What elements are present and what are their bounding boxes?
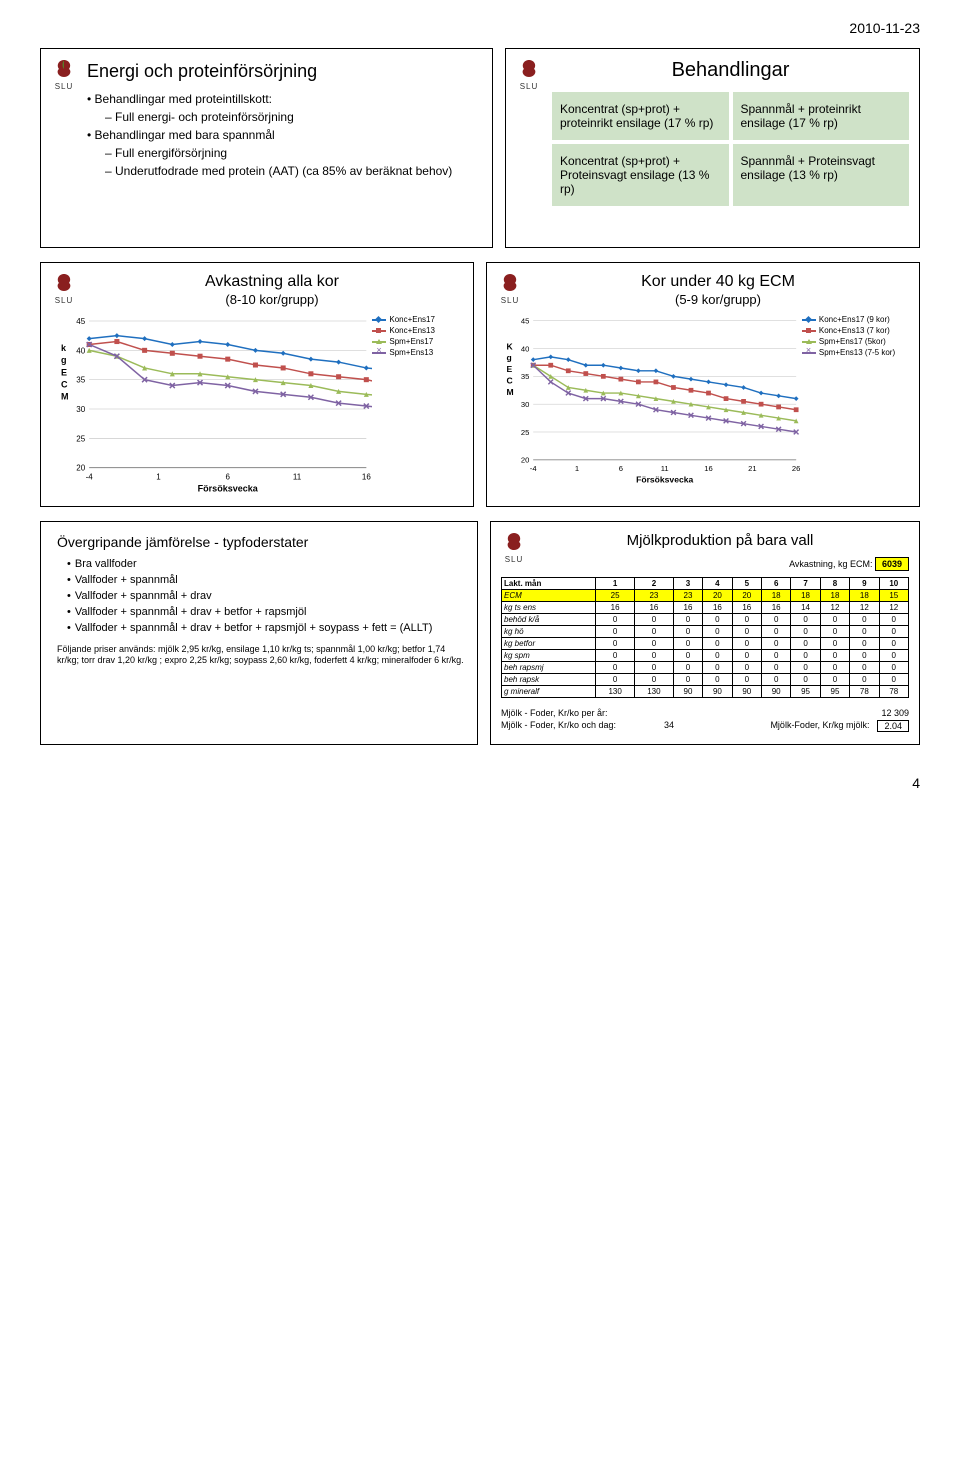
svg-text:40: 40	[76, 346, 85, 355]
bullet: Bra vallfoder	[67, 558, 465, 570]
svg-text:1: 1	[575, 464, 579, 473]
svg-text:1: 1	[156, 473, 161, 482]
chart-under40: 202530354045-41611162126KgECMFörsöksveck…	[497, 315, 802, 486]
foot-l1: Mjölk - Foder, Kr/ko per år:	[501, 708, 851, 718]
svg-text:16: 16	[704, 464, 712, 473]
bullet: Vallfoder + spannmål + drav	[67, 590, 465, 602]
slu-logo: SLU	[499, 530, 529, 554]
svg-text:E: E	[61, 367, 67, 377]
bullet: Behandlingar med bara spannmål	[87, 128, 480, 142]
slu-logo: SLU	[514, 57, 544, 81]
legend-item: ×Spm+Ens13 (7-5 kor)	[802, 348, 895, 357]
slide6-title: Mjölkproduktion på bara vall	[531, 532, 909, 549]
foot-v1: 12 309	[859, 708, 909, 718]
svg-text:g: g	[61, 355, 67, 365]
svg-text:45: 45	[521, 317, 529, 326]
slide-behandlingar: SLU Behandlingar Koncentrat (sp+prot) + …	[505, 48, 920, 248]
svg-text:45: 45	[76, 317, 85, 326]
treatment-cell: Koncentrat (sp+prot) + proteinrikt ensil…	[552, 92, 729, 140]
svg-text:Försöksvecka: Försöksvecka	[198, 484, 259, 494]
slide1-title: Energi och proteinförsörjning	[87, 61, 480, 82]
svg-text:20: 20	[521, 456, 529, 465]
svg-text:16: 16	[362, 473, 371, 482]
legend-item: Konc+Ens13 (7 kor)	[802, 326, 895, 335]
slide-typfoder: Övergripande jämförelse - typfoderstater…	[40, 521, 478, 745]
slu-logo: SLU	[49, 57, 79, 81]
svg-text:30: 30	[76, 405, 85, 414]
treatment-header: Behandlingar	[552, 59, 909, 82]
svg-text:Försöksvecka: Försöksvecka	[636, 475, 693, 485]
svg-text:26: 26	[792, 464, 800, 473]
bullet: Vallfoder + spannmål + drav + betfor + r…	[67, 622, 465, 634]
foot-l2: Mjölk - Foder, Kr/ko och dag:	[501, 720, 616, 732]
svg-text:25: 25	[521, 428, 529, 437]
slu-logo: SLU	[49, 271, 79, 295]
legend-item: Spm+Ens17	[372, 337, 435, 346]
chart1-legend: Konc+Ens17 Konc+Ens13 Spm+Ens17 ×Spm+Ens13	[372, 315, 435, 496]
avk-label: Avkastning, kg ECM:	[789, 559, 872, 569]
slide-bara-vall: SLU Mjölkproduktion på bara vall Avkastn…	[490, 521, 920, 745]
svg-text:-4: -4	[86, 473, 94, 482]
svg-text:40: 40	[521, 344, 529, 353]
svg-text:-4: -4	[530, 464, 538, 473]
svg-text:C: C	[61, 379, 68, 389]
treatment-grid: Behandlingar Koncentrat (sp+prot) + prot…	[552, 59, 909, 206]
svg-text:35: 35	[521, 372, 529, 381]
svg-text:M: M	[507, 387, 514, 397]
foot-v3: 2.04	[877, 720, 909, 732]
bullet: Underutfodrade med protein (AAT) (ca 85%…	[105, 164, 480, 178]
chart2-subtitle: (5-9 kor/grupp)	[675, 292, 761, 307]
bullet: Vallfoder + spannmål + drav + betfor + r…	[67, 606, 465, 618]
slide5-title: Övergripande jämförelse - typfoderstater	[57, 534, 465, 550]
slide-energy: SLU Energi och proteinförsörjning Behand…	[40, 48, 493, 248]
legend-item: ×Spm+Ens13	[372, 348, 435, 357]
svg-text:35: 35	[76, 376, 85, 385]
svg-text:g: g	[507, 353, 512, 363]
foot-l3: Mjölk-Foder, Kr/kg mjölk:	[770, 720, 869, 732]
svg-text:M: M	[61, 391, 69, 401]
foot-v2: 34	[624, 720, 674, 732]
slu-logo: SLU	[495, 271, 525, 295]
svg-text:20: 20	[76, 464, 85, 473]
svg-text:21: 21	[748, 464, 756, 473]
legend-item: Konc+Ens17	[372, 315, 435, 324]
treatment-cell: Spannmål + Proteinsvagt ensilage (13 % r…	[733, 144, 910, 206]
svg-text:30: 30	[521, 400, 529, 409]
legend-item: Konc+Ens13	[372, 326, 435, 335]
svg-text:K: K	[507, 341, 514, 351]
svg-text:k: k	[61, 343, 67, 353]
chart2-legend: Konc+Ens17 (9 kor) Konc+Ens13 (7 kor) Spm+…	[802, 315, 895, 486]
chart2-title: Kor under 40 kg ECM	[641, 273, 795, 290]
page-date: 2010-11-23	[40, 20, 920, 36]
svg-text:6: 6	[619, 464, 623, 473]
avk-value: 6039	[875, 557, 909, 571]
treatment-cell: Spannmål + proteinrikt ensilage (17 % rp…	[733, 92, 910, 140]
page-number: 4	[40, 775, 920, 791]
legend-item: Spm+Ens17 (5kor)	[802, 337, 895, 346]
legend-item: Konc+Ens17 (9 kor)	[802, 315, 895, 324]
slide5-fineprint: Följande priser används: mjölk 2,95 kr/k…	[57, 644, 465, 667]
treatment-cell: Koncentrat (sp+prot) + Proteinsvagt ensi…	[552, 144, 729, 206]
svg-text:C: C	[507, 376, 513, 386]
feed-table: Lakt. mån12345678910ECM25232320201818181…	[501, 577, 909, 698]
svg-text:11: 11	[293, 473, 302, 482]
chart1-subtitle: (8-10 kor/grupp)	[225, 292, 318, 307]
bullet: Full energi- och proteinförsörjning	[105, 110, 480, 124]
chart1-title: Avkastning alla kor	[205, 273, 339, 290]
bullet: Full energiförsörjning	[105, 146, 480, 160]
svg-text:11: 11	[661, 464, 669, 473]
svg-text:6: 6	[226, 473, 231, 482]
slide-chart-all-cows: SLU Avkastning alla kor (8-10 kor/grupp)…	[40, 262, 474, 507]
bullet: Vallfoder + spannmål	[67, 574, 465, 586]
svg-text:E: E	[507, 364, 513, 374]
chart-all-cows: 202530354045-4161116kgECMFörsöksvecka	[51, 315, 372, 496]
bullet: Behandlingar med proteintillskott:	[87, 92, 480, 106]
svg-text:25: 25	[76, 434, 85, 443]
slide-chart-under40: SLU Kor under 40 kg ECM (5-9 kor/grupp) …	[486, 262, 920, 507]
